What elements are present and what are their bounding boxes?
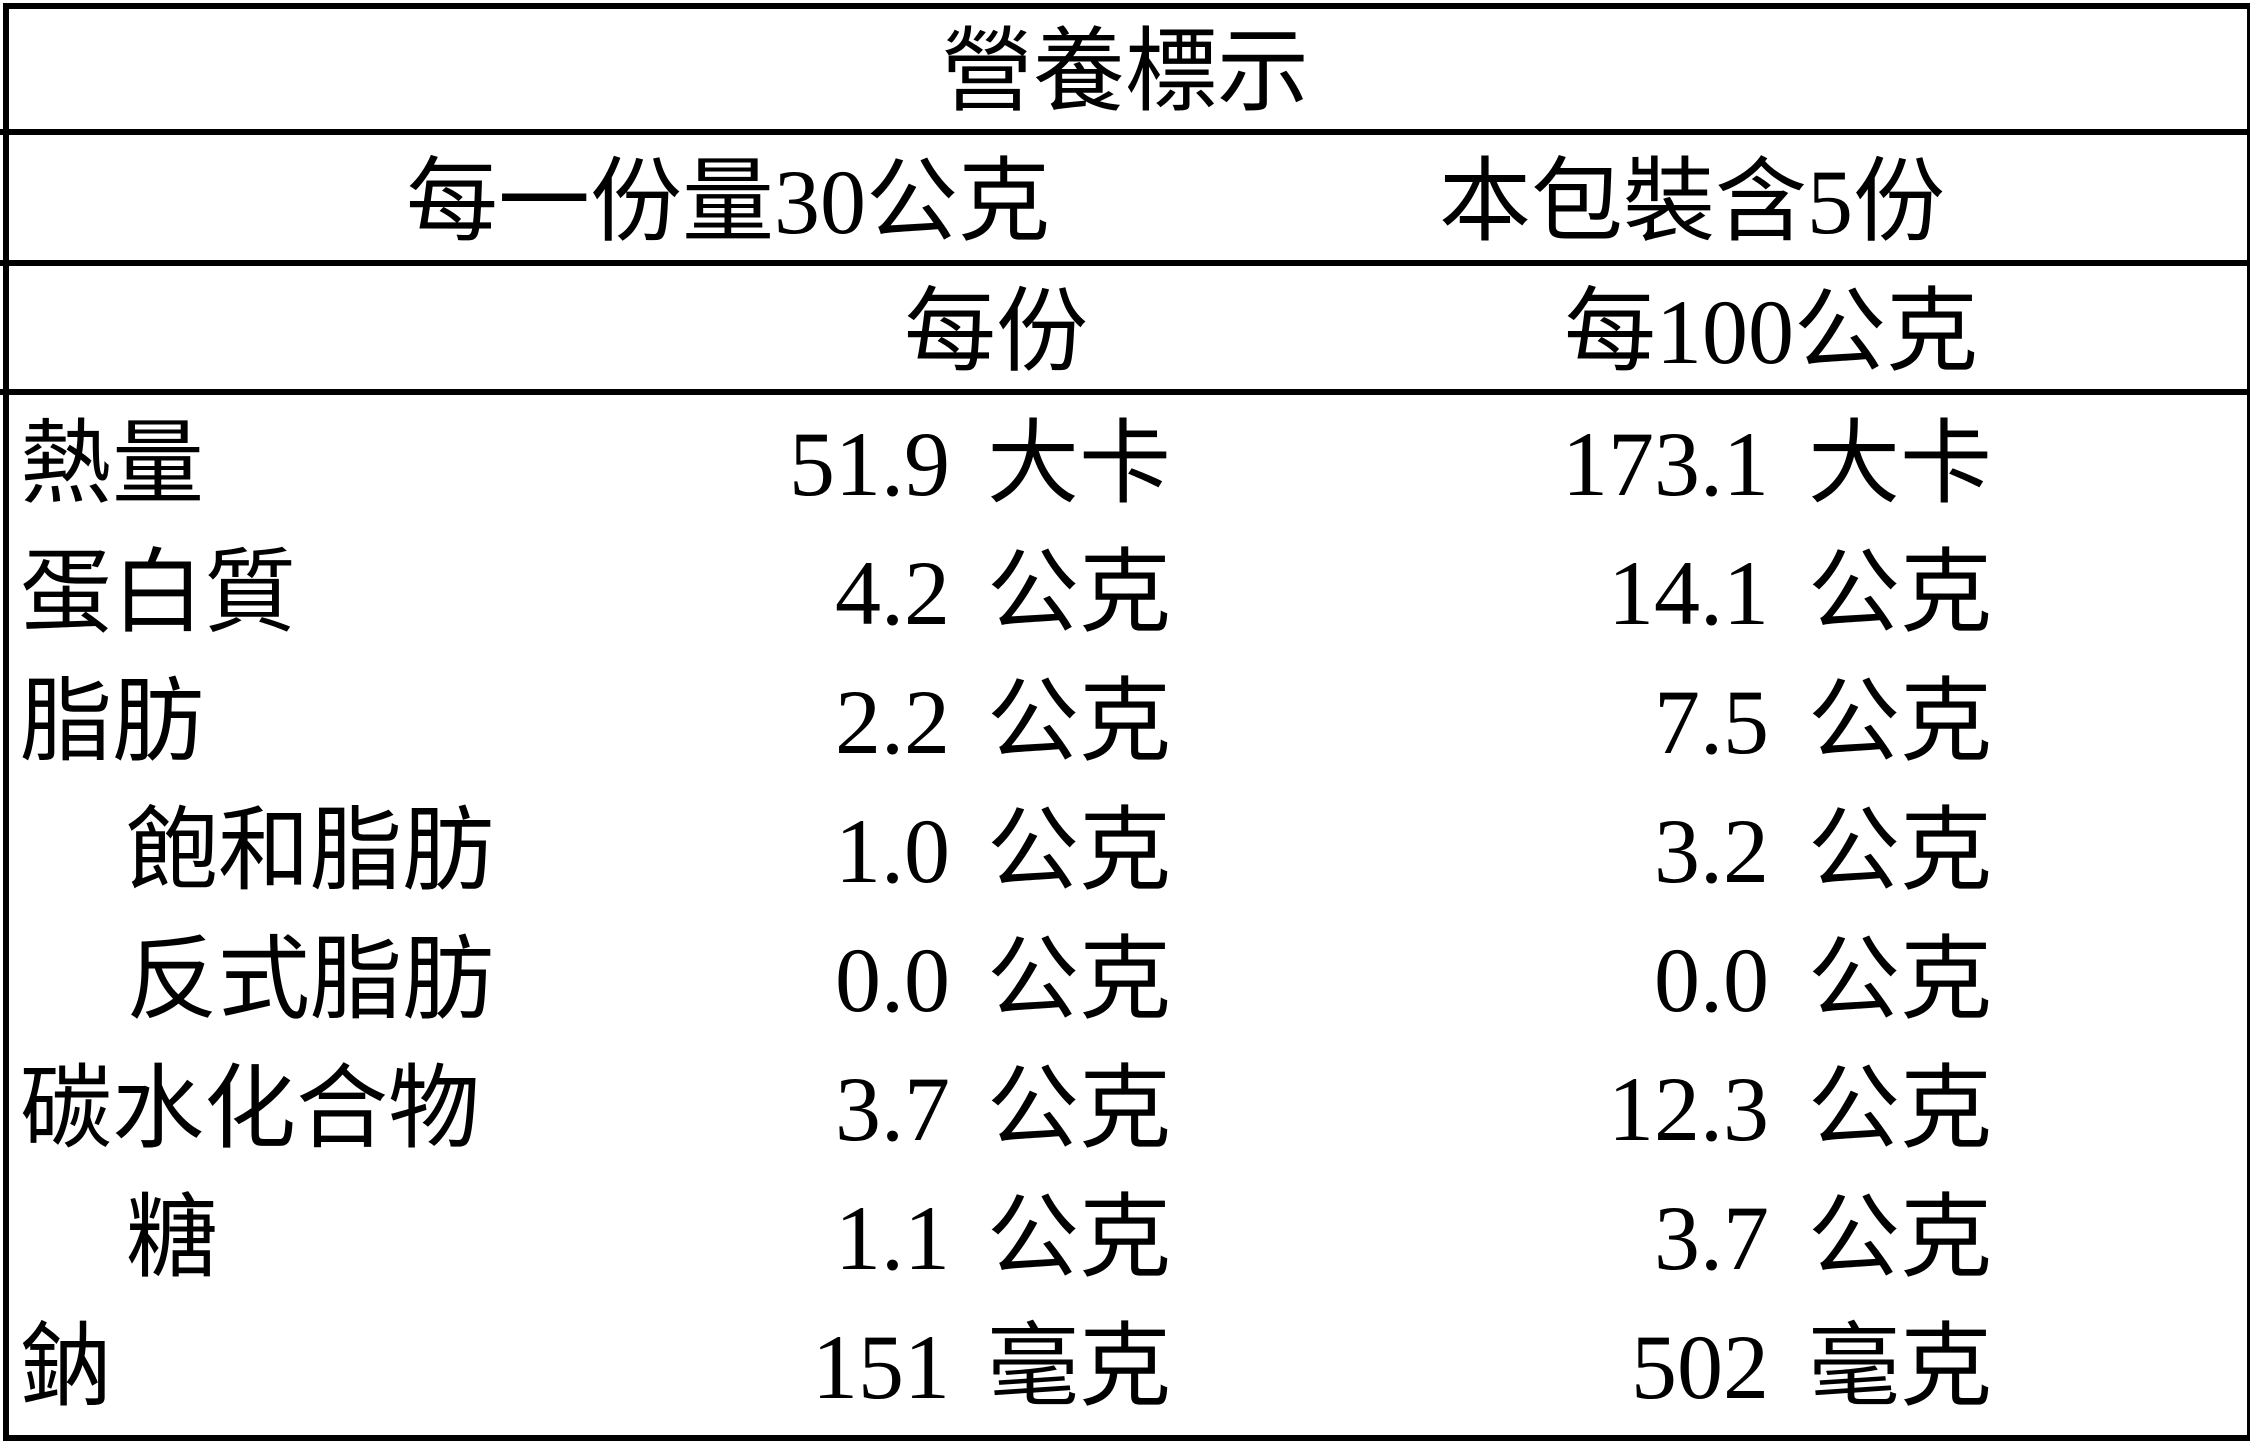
- per-serving-unit: 大卡: [987, 413, 1172, 515]
- per-100g-unit: 公克: [1808, 671, 1993, 773]
- per-100g-value: 3.2: [1654, 800, 1769, 902]
- nutrient-label: 蛋白質: [20, 542, 297, 644]
- per-serving-unit: 毫克: [987, 1316, 1172, 1418]
- per-100g-value: 0.0: [1654, 929, 1769, 1031]
- nutrient-label: 飽和脂肪: [126, 800, 495, 902]
- per-100g-unit: 大卡: [1808, 413, 1993, 515]
- divider: [0, 129, 2250, 135]
- nutrient-label: 碳水化合物: [20, 1058, 481, 1160]
- per-100g-unit: 公克: [1808, 1187, 1993, 1289]
- per-serving-value: 0.0: [835, 929, 950, 1031]
- per-100g-value: 12.3: [1608, 1058, 1769, 1160]
- per-serving-unit: 公克: [987, 800, 1172, 902]
- per-serving-value: 2.2: [835, 671, 950, 773]
- per-serving-unit: 公克: [987, 671, 1172, 773]
- per-serving-unit: 公克: [987, 1187, 1172, 1289]
- per-serving-value: 1.0: [835, 800, 950, 902]
- nutrient-label: 脂肪: [20, 671, 205, 773]
- label-title: 營養標示: [940, 21, 1309, 123]
- nutrient-label: 熱量: [20, 413, 205, 515]
- per-100g-value: 7.5: [1654, 671, 1769, 773]
- nutrient-label: 鈉: [20, 1316, 113, 1418]
- serving-size: 每一份量30公克: [406, 151, 1051, 253]
- per-serving-value: 3.7: [835, 1058, 950, 1160]
- per-100g-value: 14.1: [1608, 542, 1769, 644]
- column-header-per-serving: 每份: [904, 281, 1089, 383]
- divider: [0, 389, 2250, 395]
- per-100g-unit: 公克: [1808, 800, 1993, 902]
- per-serving-unit: 公克: [987, 929, 1172, 1031]
- per-serving-unit: 公克: [987, 1058, 1172, 1160]
- per-serving-value: 4.2: [835, 542, 950, 644]
- per-100g-value: 502: [1631, 1316, 1769, 1418]
- per-100g-unit: 公克: [1808, 1058, 1993, 1160]
- column-header-per-100g: 每100公克: [1564, 281, 1979, 383]
- servings-per-package: 本包裝含5份: [1439, 151, 1946, 253]
- per-serving-value: 151: [812, 1316, 950, 1418]
- nutrient-label: 糖: [126, 1187, 219, 1289]
- per-100g-value: 173.1: [1562, 413, 1769, 515]
- divider: [0, 260, 2250, 266]
- per-100g-unit: 公克: [1808, 542, 1993, 644]
- per-100g-unit: 毫克: [1808, 1316, 1993, 1418]
- per-serving-value: 51.9: [789, 413, 950, 515]
- nutrient-label: 反式脂肪: [126, 929, 495, 1031]
- per-100g-unit: 公克: [1808, 929, 1993, 1031]
- per-serving-value: 1.1: [835, 1187, 950, 1289]
- per-serving-unit: 公克: [987, 542, 1172, 644]
- per-100g-value: 3.7: [1654, 1187, 1769, 1289]
